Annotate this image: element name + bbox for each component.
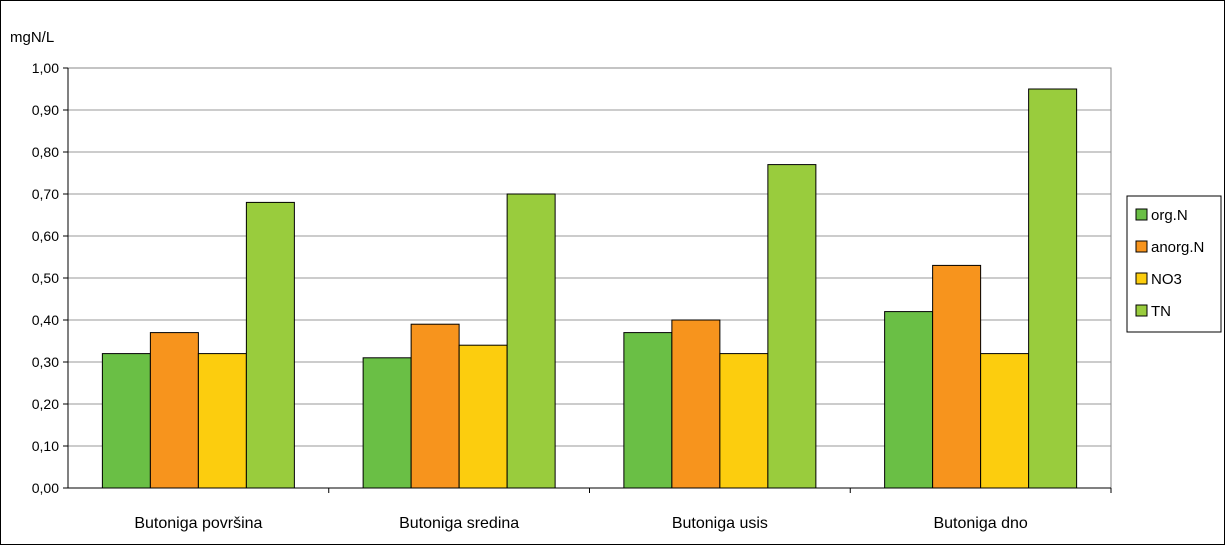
x-category-label: Butoniga usis — [672, 515, 768, 532]
y-tick-label: 0,90 — [32, 102, 59, 118]
bar-no3 — [980, 353, 1030, 489]
x-category-label: Butoniga površina — [134, 515, 262, 532]
y-tick-label: 0,00 — [32, 480, 59, 496]
y-axis-label: mgN/L — [10, 29, 54, 46]
bar-org-n — [884, 311, 934, 489]
bar-tn — [245, 201, 295, 489]
legend-label: NO3 — [1151, 271, 1182, 288]
y-tick-label: 1,00 — [32, 60, 59, 76]
legend-swatch — [1135, 272, 1148, 285]
bar-no3 — [719, 353, 769, 489]
legend: org.N anorg.N NO3 TN — [1126, 195, 1222, 333]
bar-org-n — [101, 353, 151, 489]
bar-anorg-n — [149, 332, 199, 489]
y-tick-label: 0,20 — [32, 396, 59, 412]
bars — [101, 88, 1078, 489]
bar-tn — [1028, 88, 1078, 489]
x-category-label: Butoniga dno — [933, 515, 1027, 532]
legend-label: org.N — [1151, 207, 1188, 224]
axes — [63, 67, 1112, 493]
x-category-label: Butoniga sredina — [399, 515, 519, 532]
legend-swatch — [1135, 240, 1148, 253]
y-tick-labels: 0,00 0,10 0,20 0,30 0,40 0,50 0,60 0,70 0,80 0,90… — [32, 60, 59, 496]
legend-swatch — [1135, 304, 1148, 317]
y-tick-label: 0,80 — [32, 144, 59, 160]
bar-anorg-n — [932, 264, 982, 489]
legend-label: TN — [1151, 303, 1171, 320]
y-tick-label: 0,60 — [32, 228, 59, 244]
bar-anorg-n — [410, 323, 460, 489]
x-category-labels: Butoniga površina Butoniga sredina Butonig… — [134, 515, 1028, 532]
y-tick-label: 0,30 — [32, 354, 59, 370]
y-tick-label: 0,70 — [32, 186, 59, 202]
y-tick-label: 0,10 — [32, 438, 59, 454]
bar-no3 — [458, 344, 508, 489]
legend-swatch — [1135, 208, 1148, 221]
bar-tn — [767, 164, 817, 489]
y-tick-label: 0,40 — [32, 312, 59, 328]
legend-label: anorg.N — [1151, 239, 1204, 256]
y-tick-label: 0,50 — [32, 270, 59, 286]
bar-org-n — [623, 332, 673, 489]
bar-tn — [506, 193, 556, 489]
bar-no3 — [197, 353, 247, 489]
bar-anorg-n — [671, 319, 721, 489]
bar-org-n — [362, 357, 412, 489]
